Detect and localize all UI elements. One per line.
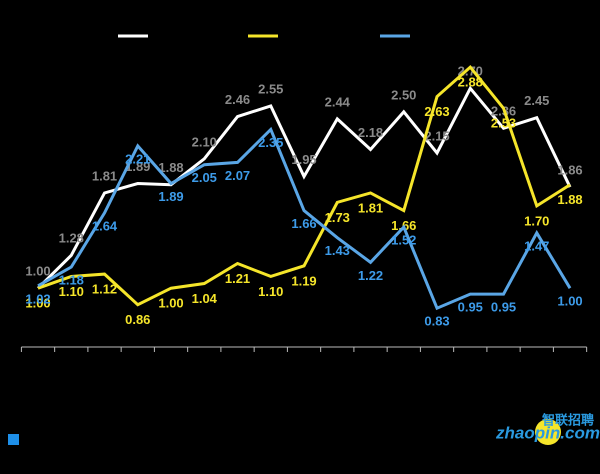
watermark-site: zhaopin.com <box>495 423 600 442</box>
data-label: 1.00 <box>158 296 183 311</box>
data-label: 1.19 <box>291 273 316 288</box>
data-label: 1.28 <box>59 231 84 246</box>
corner-square <box>8 434 19 445</box>
data-label: 1.47 <box>524 238 549 253</box>
data-label: 1.89 <box>125 159 150 174</box>
data-label: 0.95 <box>458 300 483 315</box>
data-label: 2.18 <box>358 125 383 140</box>
data-label: 0.86 <box>125 312 150 327</box>
data-label: 2.07 <box>225 168 250 183</box>
data-label: 2.10 <box>192 134 217 149</box>
data-label: 2.44 <box>325 94 351 109</box>
data-label: 0.83 <box>424 314 449 329</box>
data-label: 1.73 <box>325 210 350 225</box>
data-label: 1.66 <box>291 216 316 231</box>
data-label: 2.21 <box>125 151 150 166</box>
data-label: 1.00 <box>25 264 50 279</box>
data-label: 1.22 <box>358 268 383 283</box>
data-label: 1.43 <box>325 243 350 258</box>
data-label: 1.81 <box>358 200 383 215</box>
data-label: 1.04 <box>192 291 218 306</box>
data-label: 1.02 <box>25 291 50 306</box>
data-label: 1.88 <box>158 160 183 175</box>
data-label: 1.52 <box>391 232 416 247</box>
data-label: 1.81 <box>92 168 117 183</box>
watermark-logo <box>535 419 561 445</box>
data-label: 1.10 <box>258 284 283 299</box>
data-label: 1.64 <box>92 218 118 233</box>
data-label: 1.12 <box>92 282 117 297</box>
data-label: 2.53 <box>491 116 516 131</box>
line-series <box>37 64 571 307</box>
data-label: 2.45 <box>524 93 549 108</box>
data-label: 1.88 <box>557 192 582 207</box>
data-label: 1.18 <box>59 272 84 287</box>
data-label: 2.15 <box>424 128 449 143</box>
watermark-brand: 智联招聘 <box>542 412 594 427</box>
data-label: 2.55 <box>258 81 283 96</box>
data-label: 1.00 <box>25 296 50 311</box>
data-label: 1.10 <box>59 284 84 299</box>
data-label: 2.46 <box>225 92 250 107</box>
data-label: 0.95 <box>491 300 516 315</box>
data-label: 2.35 <box>258 135 283 150</box>
line-series <box>36 85 572 290</box>
line-series <box>37 126 572 311</box>
data-label: 2.88 <box>458 75 483 90</box>
data-label: 1.95 <box>291 152 316 167</box>
data-label: 1.86 <box>557 163 582 178</box>
data-label: 1.00 <box>557 294 582 309</box>
data-label: 1.21 <box>225 271 250 286</box>
data-label: 2.05 <box>192 170 217 185</box>
data-label: 2.50 <box>391 87 416 102</box>
data-label: 1.70 <box>524 213 549 228</box>
data-label: 1.89 <box>158 189 183 204</box>
data-label: 2.63 <box>424 104 449 119</box>
